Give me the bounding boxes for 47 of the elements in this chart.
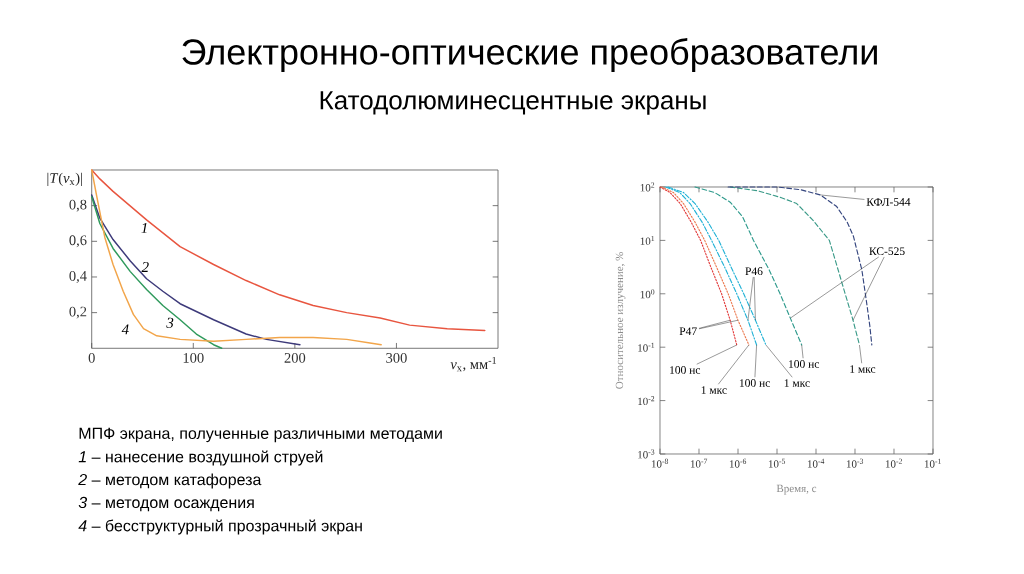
annotation: 1 мкс — [850, 365, 876, 373]
x-tick-label: 10$^{-1}$ — [924, 458, 941, 468]
annotation: 1 мкс — [701, 386, 727, 394]
x-axis-title: Время, с — [776, 484, 817, 495]
annotation: КС-525 — [869, 247, 905, 256]
annotation: 100 нс — [739, 379, 770, 387]
x-tick-label: 300 — [386, 352, 407, 363]
chart-subtitle: Катодолюминесцентные экраны — [320, 91, 706, 115]
x-tick-label: 10$^{-2}$ — [885, 458, 902, 468]
annotation: 1 мкс — [784, 379, 810, 387]
annotation: 100 нс — [789, 360, 820, 368]
x-tick-label: 10$^{-4}$ — [807, 458, 825, 468]
text: 4 – бесструктурный прозрачный экран — [78, 519, 362, 535]
series-label: 2 — [141, 261, 149, 272]
x-tick-label: 10$^{-5}$ — [768, 458, 786, 468]
y-tick-label: 0,2 — [69, 306, 87, 319]
y-tick-label: 10$^{2}$ — [640, 182, 655, 192]
y-axis-title: Относительное излучение, % — [615, 252, 626, 389]
x-tick-label: 10$^{-7}$ — [690, 458, 708, 468]
x-axis-title: ν$_{x}$, мм$^{-1}$ — [450, 357, 497, 372]
text: 3 – методом осаждения — [78, 496, 254, 512]
annotation: P46 — [745, 267, 763, 276]
y-tick-label: 10$^{1}$ — [640, 235, 655, 245]
x-tick-label: 100 — [183, 352, 204, 363]
y-tick-label: 10$^{-1}$ — [638, 342, 655, 352]
y-tick-label: 10$^{-3}$ — [638, 449, 655, 459]
y-tick-label: 0,6 — [69, 235, 87, 248]
x-tick-label: 10$^{-8}$ — [651, 458, 669, 468]
series-label: 1 — [141, 222, 147, 233]
text: МПФ экрана, полученные различными методами — [79, 427, 442, 443]
chart-title: Электронно-оптические преобразователи — [182, 38, 877, 72]
series-label: 3 — [166, 317, 174, 328]
y-tick-label: 0,8 — [69, 199, 87, 212]
annotation: P47 — [679, 327, 697, 335]
annotation: 100 нс — [670, 366, 701, 374]
text: 1 – нанесение воздушной струей — [78, 450, 323, 466]
y-tick-label: 0,4 — [69, 271, 87, 283]
x-tick-label: 200 — [284, 352, 306, 363]
series-label: 4 — [121, 324, 129, 335]
y-axis-title: |T(ν$_{x}$)| — [47, 172, 82, 186]
x-tick-label: 10$^{-6}$ — [729, 458, 747, 468]
text: 2 – методом катафореза — [78, 473, 262, 489]
x-tick-label: 0 — [88, 352, 95, 363]
y-tick-label: 10$^{-2}$ — [638, 396, 655, 406]
x-tick-label: 10$^{-3}$ — [846, 458, 864, 468]
annotation: КФЛ-544 — [866, 198, 911, 206]
y-tick-label: 10$^{0}$ — [640, 289, 655, 299]
